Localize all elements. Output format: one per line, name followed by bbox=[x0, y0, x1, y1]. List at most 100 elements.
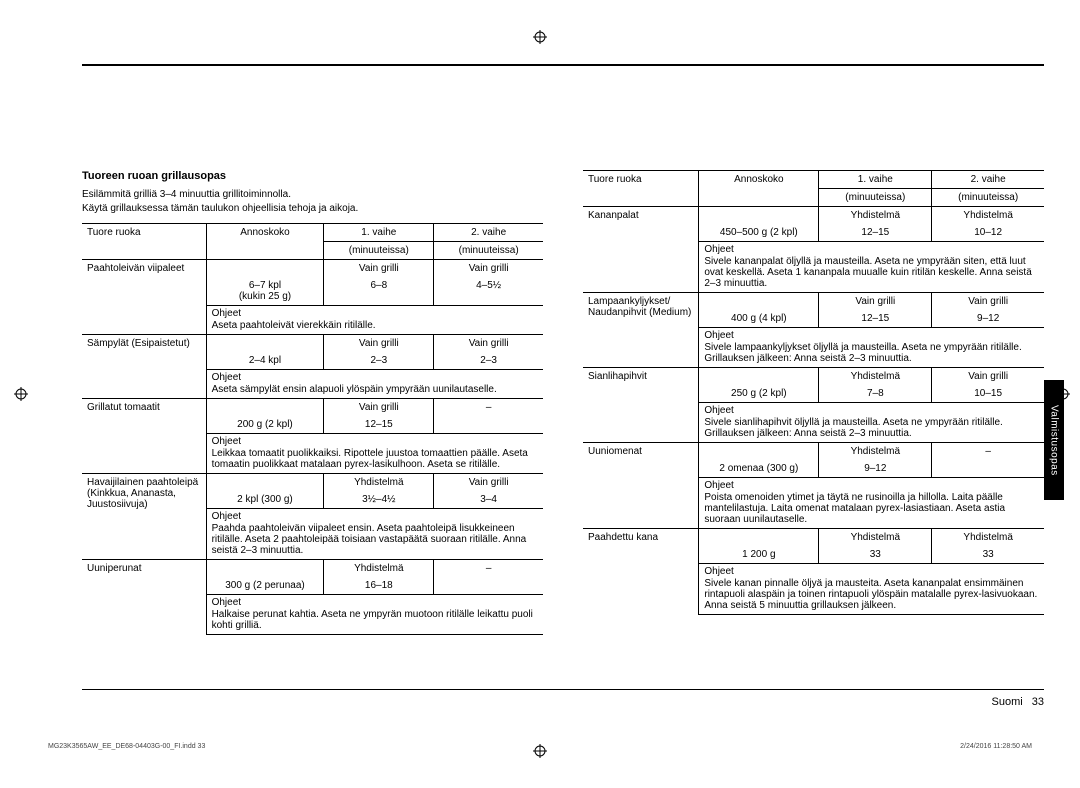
time2-cell: 9–12 bbox=[932, 310, 1044, 328]
grill-table-left: Tuore ruoka Annoskoko 1. vaihe 2. vaihe … bbox=[82, 223, 543, 635]
food-cell: Uuniperunat bbox=[82, 560, 206, 635]
instructions-label: Ohjeet bbox=[206, 434, 543, 449]
portion-blank bbox=[206, 335, 324, 353]
time1-cell: 3½–4½ bbox=[324, 491, 434, 509]
table-row: Lampaankyljykset/ Naudanpihvit (Medium)V… bbox=[583, 293, 1044, 311]
mode2-cell: Vain grilli bbox=[434, 260, 543, 278]
mode1-cell: Vain grilli bbox=[819, 293, 932, 311]
th-phase1: 1. vaihe bbox=[324, 224, 434, 242]
instructions-cell: Sivele kanan pinnalle öljyä ja mausteita… bbox=[699, 578, 1044, 615]
instructions-cell: Aseta sämpylät ensin alapuoli ylöspäin y… bbox=[206, 384, 543, 399]
portion-cell: 200 g (2 kpl) bbox=[206, 416, 324, 434]
mode2-cell: – bbox=[932, 443, 1044, 461]
section-title: Tuoreen ruoan grillausopas bbox=[82, 170, 543, 182]
left-column: Tuoreen ruoan grillausopas Esilämmitä gr… bbox=[82, 170, 543, 678]
food-cell: Sämpylät (Esipaistetut) bbox=[82, 335, 206, 399]
intro-line: Käytä grillauksessa tämän taulukon ohjee… bbox=[82, 202, 543, 216]
instructions-label: Ohjeet bbox=[206, 595, 543, 610]
registration-mark-icon bbox=[1056, 387, 1070, 401]
time1-cell: 12–15 bbox=[324, 416, 434, 434]
print-timestamp: 2/24/2016 11:28:50 AM bbox=[960, 743, 1032, 750]
portion-blank bbox=[206, 474, 324, 492]
th-portion: Annoskoko bbox=[699, 171, 819, 207]
time2-cell: 4–5½ bbox=[434, 277, 543, 306]
food-cell: Paahdettu kana bbox=[583, 529, 699, 615]
mode1-cell: Vain grilli bbox=[324, 260, 434, 278]
instructions-label: Ohjeet bbox=[699, 328, 1044, 343]
time2-cell bbox=[434, 416, 543, 434]
portion-blank bbox=[699, 207, 819, 225]
table-header-row: Tuore ruoka Annoskoko 1. vaihe 2. vaihe bbox=[82, 224, 543, 242]
time2-cell: 33 bbox=[932, 546, 1044, 564]
portion-blank bbox=[699, 368, 819, 386]
bottom-rule bbox=[82, 689, 1044, 690]
th-phase2: 2. vaihe bbox=[434, 224, 543, 242]
mode2-cell: Vain grilli bbox=[932, 368, 1044, 386]
portion-blank bbox=[699, 529, 819, 547]
table-row: Paahdettu kanaYhdistelmäYhdistelmä bbox=[583, 529, 1044, 547]
th-phase1: 1. vaihe bbox=[819, 171, 932, 189]
instructions-cell: Sivele lampaankyljykset öljyllä ja maust… bbox=[699, 342, 1044, 368]
th-phase1-sub: (minuuteissa) bbox=[819, 189, 932, 207]
portion-cell: 400 g (4 kpl) bbox=[699, 310, 819, 328]
instructions-cell: Poista omenoiden ytimet ja täytä ne rusi… bbox=[699, 492, 1044, 529]
instructions-label: Ohjeet bbox=[699, 564, 1044, 579]
time1-cell: 16–18 bbox=[324, 577, 434, 595]
portion-cell: 6–7 kpl (kukin 25 g) bbox=[206, 277, 324, 306]
instructions-cell: Sivele sianlihapihvit öljyllä ja maustei… bbox=[699, 417, 1044, 443]
food-cell: Paahtoleivän viipaleet bbox=[82, 260, 206, 335]
time1-cell: 6–8 bbox=[324, 277, 434, 306]
th-food: Tuore ruoka bbox=[82, 224, 206, 260]
time1-cell: 33 bbox=[819, 546, 932, 564]
portion-blank bbox=[206, 560, 324, 578]
table-row: SianlihapihvitYhdistelmäVain grilli bbox=[583, 368, 1044, 386]
food-cell: Sianlihapihvit bbox=[583, 368, 699, 443]
time1-cell: 9–12 bbox=[819, 460, 932, 478]
time1-cell: 7–8 bbox=[819, 385, 932, 403]
time2-cell: 10–15 bbox=[932, 385, 1044, 403]
table-row: Havaijilainen paahtoleipä (Kinkkua, Anan… bbox=[82, 474, 543, 492]
time1-cell: 12–15 bbox=[819, 224, 932, 242]
table-row: KananpalatYhdistelmäYhdistelmä bbox=[583, 207, 1044, 225]
food-cell: Uuniomenat bbox=[583, 443, 699, 529]
table-row: UuniperunatYhdistelmä– bbox=[82, 560, 543, 578]
page-footer: Suomi 33 bbox=[992, 696, 1045, 708]
table-row: UuniomenatYhdistelmä– bbox=[583, 443, 1044, 461]
th-phase2: 2. vaihe bbox=[932, 171, 1044, 189]
portion-cell: 300 g (2 perunaa) bbox=[206, 577, 324, 595]
instructions-cell: Leikkaa tomaatit puolikkaiksi. Ripottele… bbox=[206, 448, 543, 474]
instructions-label: Ohjeet bbox=[206, 306, 543, 321]
mode1-cell: Yhdistelmä bbox=[324, 560, 434, 578]
portion-cell: 1 200 g bbox=[699, 546, 819, 564]
instructions-cell: Halkaise perunat kahtia. Aseta ne ympyrä… bbox=[206, 609, 543, 635]
mode1-cell: Vain grilli bbox=[324, 335, 434, 353]
mode1-cell: Yhdistelmä bbox=[819, 529, 932, 547]
mode2-cell: – bbox=[434, 399, 543, 417]
instructions-label: Ohjeet bbox=[699, 242, 1044, 257]
portion-cell: 450–500 g (2 kpl) bbox=[699, 224, 819, 242]
mode1-cell: Yhdistelmä bbox=[819, 207, 932, 225]
registration-mark-icon bbox=[533, 744, 547, 758]
table-header-row: Tuore ruoka Annoskoko 1. vaihe 2. vaihe bbox=[583, 171, 1044, 189]
portion-cell: 250 g (2 kpl) bbox=[699, 385, 819, 403]
portion-blank bbox=[699, 293, 819, 311]
portion-blank bbox=[206, 260, 324, 278]
th-portion: Annoskoko bbox=[206, 224, 324, 260]
food-cell: Grillatut tomaatit bbox=[82, 399, 206, 474]
time1-cell: 12–15 bbox=[819, 310, 932, 328]
intro-line: Esilämmitä grilliä 3–4 minuuttia grillit… bbox=[82, 188, 543, 202]
th-phase2-sub: (minuuteissa) bbox=[434, 242, 543, 260]
th-phase1-sub: (minuuteissa) bbox=[324, 242, 434, 260]
instructions-label: Ohjeet bbox=[206, 509, 543, 524]
registration-mark-icon bbox=[533, 30, 547, 44]
right-column: Tuore ruoka Annoskoko 1. vaihe 2. vaihe … bbox=[583, 170, 1044, 678]
page-content: Tuoreen ruoan grillausopas Esilämmitä gr… bbox=[82, 170, 1044, 678]
instructions-label: Ohjeet bbox=[206, 370, 543, 385]
registration-mark-icon bbox=[14, 387, 28, 401]
instructions-label: Ohjeet bbox=[699, 478, 1044, 493]
portion-blank bbox=[699, 443, 819, 461]
portion-blank bbox=[206, 399, 324, 417]
side-tab-label: Valmistusopas bbox=[1049, 405, 1060, 476]
mode1-cell: Yhdistelmä bbox=[819, 368, 932, 386]
mode1-cell: Vain grilli bbox=[324, 399, 434, 417]
